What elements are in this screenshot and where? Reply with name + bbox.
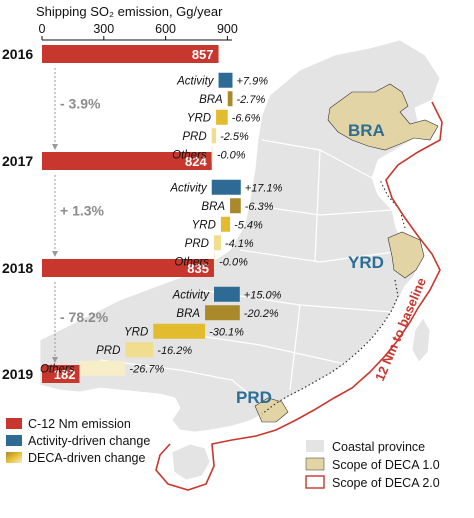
change-bar-prd [211,128,217,144]
legend-swatch-deca [6,452,22,463]
change-bar-bra [205,305,240,321]
change-pct-label: -4.1% [225,238,254,250]
bra-region-label: BRA [348,121,385,140]
change-pct-label: -6.3% [245,201,274,213]
emission-value-label: 824 [185,154,207,169]
change-pct-label: -30.1% [209,326,244,338]
change-category-label: Others [172,149,207,161]
deca2-boundary [155,101,443,491]
x-axis-title: Shipping SO₂ emission, Gg/year [36,4,223,19]
change-category-label: Others [174,256,209,268]
x-tick-label: 300 [93,22,114,36]
legend-label-deca2: Scope of DECA 2.0 [332,476,440,490]
emission-value-label: 857 [192,47,214,62]
change-category-label: Others [40,363,75,375]
emission-chart: Shipping SO₂ emission, Gg/year 0 300 600 90… [2,4,283,383]
change-label: - 3.9% [60,96,101,112]
change-bar-prd [213,235,221,251]
change-label: + 1.3% [60,203,105,219]
change-pct-label: -2.5% [220,131,249,143]
change-category-label: YRD [192,219,216,231]
change-category-label: Activity [172,289,211,301]
legend-label-emission: C-12 Nm emission [28,417,131,431]
change-bar-bra [227,91,233,107]
change-bar-activity [214,286,240,302]
yrd-region-label: YRD [348,253,384,272]
coastline-detail-north [379,179,406,229]
year-label: 2017 [2,153,33,169]
emission-value-label: 835 [187,261,209,276]
change-pct-label: +17.1% [245,182,283,194]
change-bar-bra [230,198,241,214]
change-bar-prd [125,342,154,358]
x-tick-label: 900 [217,22,238,36]
province-borders [99,139,409,411]
change-bar-others [213,253,216,269]
x-tick-label: 600 [155,22,176,36]
year-label: 2018 [2,260,33,276]
x-axis-ticks: 0 300 600 900 [39,22,238,40]
legend-left: C-12 Nm emission Activity-driven change DE… [6,417,150,465]
hainan-island [171,443,211,481]
year-label: 2019 [2,366,33,382]
change-category-label: PRD [182,131,206,143]
change-bar-yrd [220,216,231,232]
emission-bar [42,259,215,277]
legend-right: Coastal province Scope of DECA 1.0 Scope o… [305,440,440,490]
change-bar-activity [211,179,241,195]
change-category-label: BRA [176,308,200,320]
change-bar-others [211,146,213,162]
legend-swatch-deca1 [305,457,325,471]
coastal-map: BRA YRD PRD 12 Nm to baseline [39,39,443,491]
change-category-label: BRA [199,94,223,106]
emission-bar [42,45,219,63]
flow-arrows: - 3.9% + 1.3% - 78.2% [52,68,109,363]
change-pct-label: -20.2% [244,308,279,320]
legend-label-deca: DECA-driven change [28,451,145,465]
change-bar-yrd [153,323,206,339]
change-bar-activity [218,72,233,88]
emission-bar [42,365,80,383]
x-tick-label: 0 [39,22,46,36]
change-category-label: YRD [124,326,148,338]
change-category-label: Activity [176,75,215,87]
year-label: 2016 [2,46,33,62]
change-label: - 78.2% [60,309,109,325]
change-pct-label: -6.6% [232,112,261,124]
change-bar-yrd [216,109,228,125]
bra-deca1-scope [327,83,439,151]
legend-swatch-emission [6,418,22,429]
change-category-label: PRD [96,345,120,357]
change-pct-label: +7.9% [236,75,268,87]
change-pct-label: -26.7% [129,363,164,375]
change-pct-label: -2.7% [236,94,265,106]
change-pct-label: -0.0% [219,256,248,268]
change-category-label: BRA [201,201,225,213]
yrd-deca1-scope [387,231,425,279]
legend-swatch-activity [6,435,22,446]
legend-swatch-province [306,440,324,452]
taiwan-island [411,317,431,363]
prd-region-label: PRD [236,388,272,407]
legend-label-province: Coastal province [332,440,425,454]
emission-bar [42,152,212,170]
change-pct-label: -5.4% [234,219,263,231]
emission-value-label: 182 [54,367,76,382]
change-category-label: PRD [185,238,209,250]
legend-swatch-deca2 [305,475,325,489]
change-category-label: Activity [169,182,208,194]
bars: 2016 857 2017 824 2018 835 2019 182 Activity +7.9… [2,45,283,383]
change-pct-label: -16.2% [157,345,192,357]
change-pct-label: -0.0% [217,149,246,161]
coastline-detail [261,279,399,415]
change-category-label: YRD [187,112,211,124]
prd-deca1-scope [254,397,289,423]
change-pct-label: +15.0% [244,289,282,301]
change-bar-others [79,360,126,376]
legend-label-deca1: Scope of DECA 1.0 [332,458,440,472]
legend-label-activity: Activity-driven change [28,434,150,448]
